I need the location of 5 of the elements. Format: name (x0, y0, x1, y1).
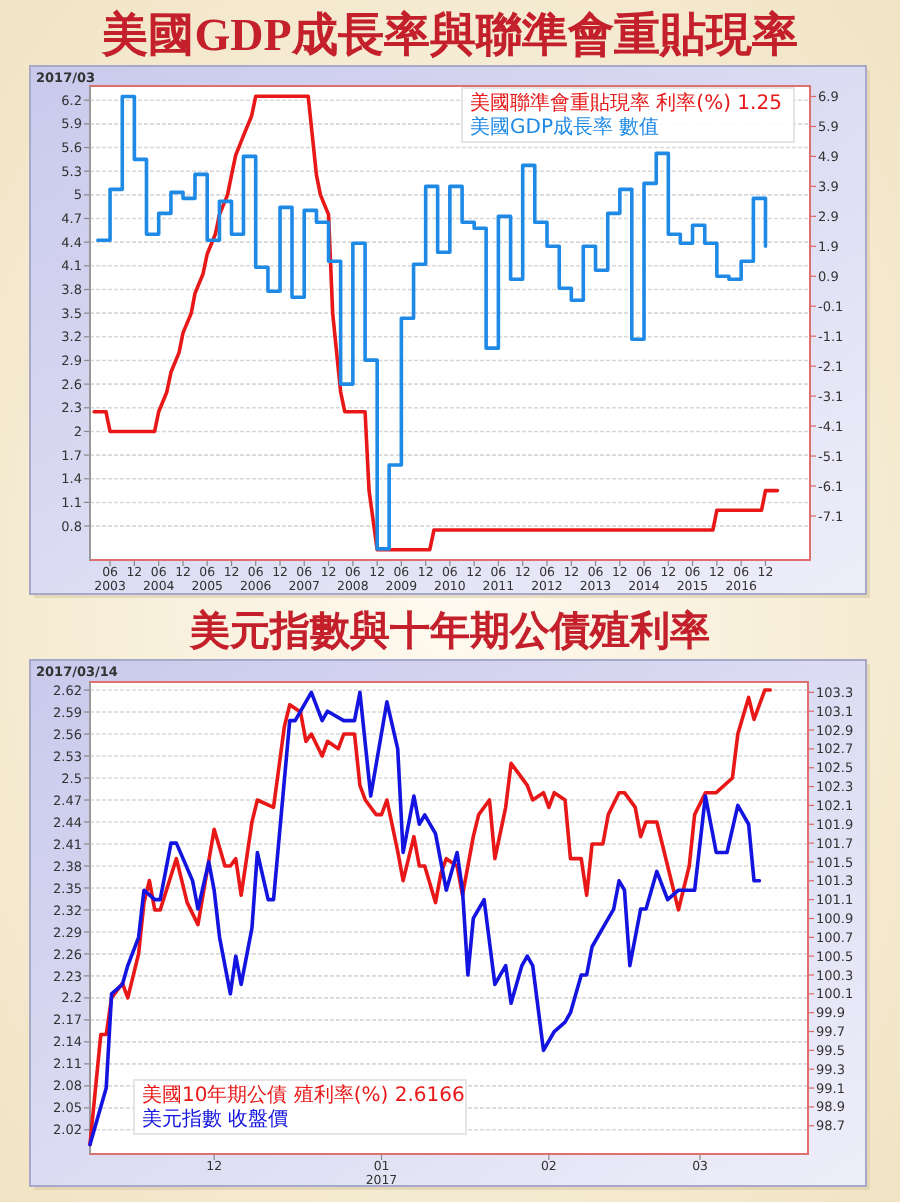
legend: 美國聯準會重貼現率 利率(%) 1.25 美國GDP成長率 數值 (461, 87, 795, 143)
chart-title: 美國GDP成長率與聯準會重貼現率 (100, 8, 798, 60)
legend: 美國10年期公債 殖利率(%) 2.6166 美元指數 收盤價 (133, 1079, 467, 1135)
series-label: 美國GDP成長率 數值 (470, 115, 660, 139)
chart-title: 美元指數與十年期公債殖利率 (188, 608, 710, 654)
